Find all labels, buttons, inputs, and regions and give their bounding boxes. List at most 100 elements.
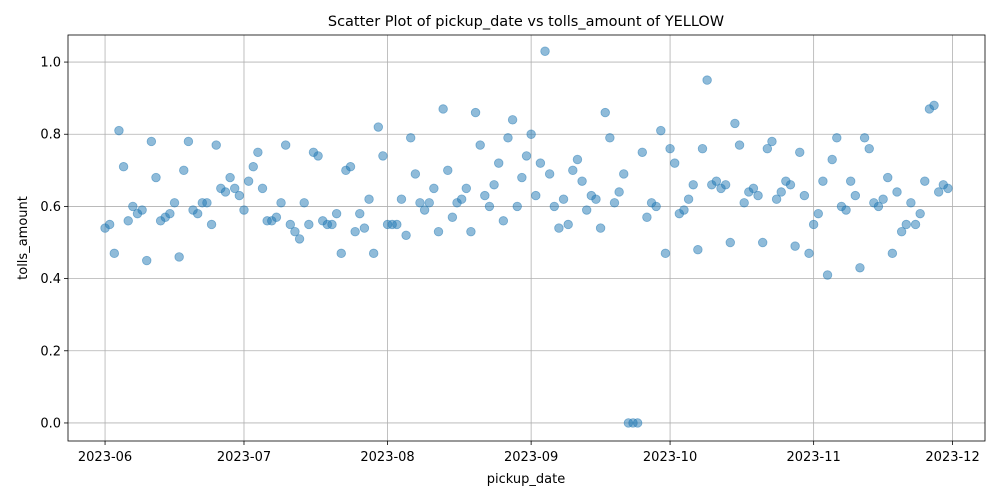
scatter-point — [711, 176, 722, 186]
scatter-point — [591, 194, 601, 204]
scatter-point — [637, 147, 647, 157]
scatter-point — [582, 205, 592, 215]
scatter-point — [933, 187, 944, 197]
scatter-point — [285, 219, 296, 230]
scatter-point — [535, 158, 546, 168]
scatter-point — [767, 136, 777, 147]
scatter-point — [230, 183, 240, 194]
scatter-point — [841, 205, 851, 215]
scatter-point — [498, 216, 509, 226]
x-tick-label: 2023-09 — [504, 450, 558, 465]
scatter-point — [804, 248, 814, 259]
scatter-point — [489, 180, 499, 190]
scatter-point — [656, 125, 666, 136]
x-tick-label: 2023-10 — [643, 450, 697, 465]
scatter-point — [762, 143, 773, 154]
scatter-point — [521, 151, 532, 161]
scatter-point — [419, 205, 430, 215]
scatter-point — [192, 208, 203, 219]
scatter-point — [887, 248, 898, 259]
scatter-point — [859, 133, 870, 143]
scatter-point — [151, 172, 161, 183]
scatter-point — [146, 136, 157, 147]
y-axis-label: tolls_amount — [16, 196, 31, 280]
scatter-point — [114, 125, 124, 136]
scatter-point — [299, 198, 309, 208]
scatter-point — [118, 162, 129, 172]
scatter-point — [183, 136, 194, 147]
scatter-point — [271, 212, 282, 222]
scatter-point — [429, 183, 439, 194]
scatter-point — [257, 183, 268, 194]
scatter-point — [368, 248, 379, 259]
scatter-point — [304, 219, 314, 230]
scatter-point — [619, 169, 629, 179]
scatter-point — [396, 194, 407, 204]
scatter-point — [785, 180, 796, 190]
scatter-point — [174, 252, 184, 262]
scatter-point — [683, 194, 694, 204]
scatter-point — [892, 187, 902, 197]
scatter-point — [632, 418, 643, 428]
scatter-point — [544, 169, 555, 179]
scatter-point — [280, 140, 291, 150]
scatter-point — [827, 154, 837, 165]
scatter-point — [494, 158, 504, 168]
y-tick-label: 0.4 — [40, 272, 61, 287]
scatter-point — [554, 223, 564, 233]
y-tick-label: 0.2 — [40, 344, 61, 359]
scatter-point — [753, 190, 763, 201]
scatter-point — [943, 183, 953, 194]
scatter-point — [336, 248, 346, 259]
scatter-point — [679, 205, 689, 215]
scatter-point — [373, 122, 383, 132]
scatter-point — [739, 198, 749, 208]
scatter-point — [225, 172, 235, 183]
scatter-point — [799, 190, 810, 201]
scatter-point — [832, 133, 842, 143]
scatter-point — [401, 230, 411, 240]
scatter-point — [771, 194, 782, 204]
scatter-point — [697, 143, 708, 154]
scatter-point — [568, 165, 578, 176]
scatter-point — [276, 198, 286, 208]
scatter-point — [813, 208, 823, 219]
scatter-point — [355, 208, 365, 219]
scatter-point — [558, 194, 569, 204]
scatter-point — [359, 223, 370, 233]
scatter-point — [165, 208, 175, 219]
scatter-point — [929, 100, 939, 111]
scatter-point — [239, 205, 249, 215]
scatter-point — [206, 219, 217, 230]
scatter-point — [725, 237, 735, 248]
scatter-point — [507, 115, 518, 125]
scatter-point — [572, 154, 583, 165]
y-tick-label: 1.0 — [40, 56, 61, 71]
scatter-point — [461, 183, 471, 194]
scatter-point — [137, 205, 147, 215]
scatter-point — [313, 151, 323, 161]
scatter-point — [614, 187, 624, 197]
x-axis-ticks: 2023-06 2023-07 2023-08 2023-09 2023-10 2023-… — [78, 441, 980, 465]
scatter-point — [845, 176, 856, 186]
scatter-point — [850, 190, 861, 201]
x-tick-label: 2023-08 — [360, 450, 414, 465]
scatter-point — [660, 248, 671, 259]
scatter-point — [790, 241, 800, 251]
scatter-point — [475, 140, 485, 150]
scatter-point — [512, 201, 522, 212]
scatter-point — [456, 194, 467, 204]
scatter-point — [642, 212, 652, 222]
x-tick-label: 2023-11 — [786, 450, 840, 465]
scatter-point — [670, 158, 680, 168]
scatter-point — [910, 219, 921, 230]
scatter-point — [220, 187, 231, 197]
scatter-point — [248, 162, 258, 172]
scatter-point — [438, 104, 448, 114]
scatter-point — [480, 190, 490, 201]
scatter-point — [906, 198, 916, 208]
y-tick-label: 0.8 — [40, 128, 61, 143]
scatter-point — [104, 219, 115, 230]
scatter-point — [600, 107, 610, 118]
